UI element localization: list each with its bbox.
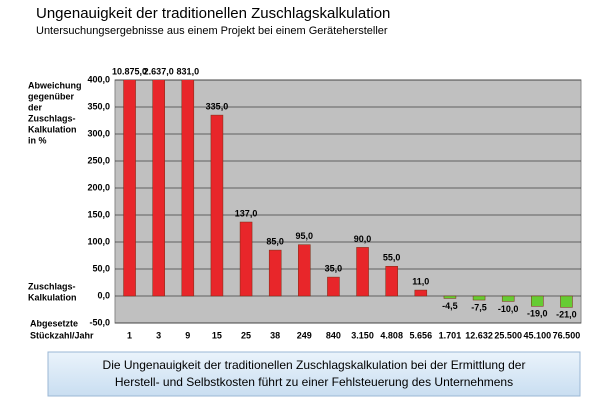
bar bbox=[531, 295, 544, 307]
x-tick-label: 76.500 bbox=[553, 330, 581, 340]
chart-subtitle: Untersuchungsergebnisse aus einem Projek… bbox=[36, 25, 388, 37]
value-label: 137,0 bbox=[235, 208, 258, 218]
zero-annotation: Zuschlags- bbox=[28, 281, 76, 291]
x-tick-label: 9 bbox=[185, 330, 190, 340]
bar bbox=[123, 80, 136, 297]
value-label: -4,5 bbox=[442, 301, 458, 311]
note-box bbox=[47, 351, 581, 397]
bar bbox=[501, 295, 515, 302]
y-tick-label: 0,0 bbox=[97, 290, 110, 300]
value-label: 95,0 bbox=[296, 231, 314, 241]
x-axis-label: Abgesetzte bbox=[30, 318, 78, 328]
x-tick-label: 5.656 bbox=[410, 330, 433, 340]
x-axis-label: Stückzahl/Jahr bbox=[30, 330, 94, 340]
x-tick-label: 25.500 bbox=[494, 330, 522, 340]
bar bbox=[239, 221, 253, 297]
value-label: -10,0 bbox=[498, 304, 519, 314]
bar bbox=[298, 244, 311, 297]
y-tick-label: 100,0 bbox=[87, 236, 110, 246]
value-label: 35,0 bbox=[325, 263, 343, 273]
x-tick-label: 249 bbox=[297, 330, 312, 340]
y-tick-label: 300,0 bbox=[87, 128, 110, 138]
y-tick-label: 400,0 bbox=[87, 74, 110, 84]
bar bbox=[356, 247, 369, 297]
value-label: 10.875,0 bbox=[112, 66, 147, 76]
bar bbox=[443, 295, 457, 299]
y-tick-label: -50,0 bbox=[89, 317, 110, 327]
x-tick-label: 3.150 bbox=[351, 330, 374, 340]
bar bbox=[414, 289, 428, 297]
x-tick-label: 38 bbox=[270, 330, 280, 340]
y-tick-label: 50,0 bbox=[92, 263, 110, 273]
value-label: -19,0 bbox=[527, 309, 548, 319]
y-tick-label: 150,0 bbox=[87, 209, 110, 219]
y-axis-label: in % bbox=[28, 135, 47, 145]
bar bbox=[385, 266, 398, 297]
value-label: 335,0 bbox=[206, 101, 229, 111]
bar bbox=[181, 80, 195, 297]
y-tick-label: 350,0 bbox=[87, 101, 110, 111]
value-label: 831,0 bbox=[177, 66, 200, 76]
chart-title: Ungenauigkeit der traditionellen Zuschla… bbox=[36, 5, 390, 22]
x-tick-label: 3 bbox=[156, 330, 161, 340]
value-label: 90,0 bbox=[354, 234, 372, 244]
bars bbox=[123, 80, 573, 308]
note-text: Die Ungenauigkeit der traditionellen Zus… bbox=[103, 358, 526, 372]
x-tick-label: 25 bbox=[241, 330, 251, 340]
x-tick-label: 12.632 bbox=[465, 330, 493, 340]
bar bbox=[268, 249, 282, 297]
value-label: 2.637,0 bbox=[144, 66, 174, 76]
y-tick-label: 250,0 bbox=[87, 155, 110, 165]
bar bbox=[472, 295, 486, 301]
y-tick-label: 200,0 bbox=[87, 182, 110, 192]
y-axis-label: der bbox=[28, 102, 43, 112]
y-axis-label: Kalkulation bbox=[28, 124, 77, 134]
y-axis-label: Abweichung bbox=[28, 80, 82, 90]
note-text: Herstell- und Selbstkosten führt zu eine… bbox=[115, 375, 513, 389]
x-tick-label: 15 bbox=[212, 330, 222, 340]
bar bbox=[210, 114, 224, 297]
x-tick-label: 45.100 bbox=[524, 330, 552, 340]
value-label: 85,0 bbox=[266, 236, 284, 246]
y-axis-label: Zuschlags- bbox=[28, 113, 76, 123]
bar bbox=[327, 276, 340, 297]
y-axis-label: gegenüber bbox=[28, 91, 75, 101]
value-label: 11,0 bbox=[412, 276, 429, 286]
x-tick-label: 840 bbox=[326, 330, 341, 340]
value-label: -21,0 bbox=[556, 310, 577, 320]
value-label: 55,0 bbox=[383, 253, 401, 263]
x-tick-label: 1.701 bbox=[439, 330, 462, 340]
x-tick-label: 1 bbox=[127, 330, 132, 340]
value-label: -7,5 bbox=[471, 302, 487, 312]
bar bbox=[560, 295, 573, 308]
zero-annotation: Kalkulation bbox=[28, 292, 77, 302]
bar bbox=[152, 80, 165, 297]
x-tick-label: 4.808 bbox=[380, 330, 403, 340]
